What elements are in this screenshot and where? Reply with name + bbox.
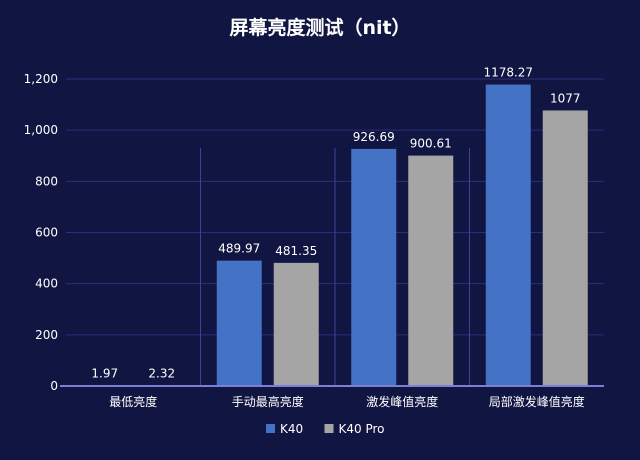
data-label: 2.32 [148, 366, 175, 380]
legend-swatch [266, 424, 275, 433]
data-label: 1178.27 [483, 66, 533, 80]
data-label: 481.35 [275, 244, 317, 258]
bar-k40 [485, 84, 531, 386]
y-axis: 0 200 400 600 800 1,000 1,200 [24, 72, 58, 393]
bar-k40 [351, 148, 397, 386]
x-axis: 最低亮度 手动最高亮度 激发峰值亮度 局部激发峰值亮度 [60, 148, 604, 409]
data-label: 1077 [550, 91, 581, 105]
data-label: 926.69 [353, 130, 395, 144]
y-tick-label: 0 [50, 379, 58, 393]
x-tick-label: 手动最高亮度 [232, 394, 304, 409]
legend: K40 K40 Pro [266, 422, 385, 436]
chart-title: 屏幕亮度测试（nit） [229, 16, 410, 39]
data-labels: 1.97 2.32 489.97 481.35 926.69 900.61 1178.27 1… [91, 66, 580, 381]
legend-label: K40 Pro [339, 422, 385, 436]
x-tick-label: 局部激发峰值亮度 [489, 394, 585, 409]
data-label: 900.61 [410, 137, 452, 151]
x-tick-label: 激发峰值亮度 [366, 394, 438, 409]
bar-k40-pro [273, 262, 319, 386]
x-tick-label: 最低亮度 [109, 394, 157, 409]
y-tick-label: 600 [35, 226, 58, 240]
y-tick-label: 1,200 [24, 72, 58, 86]
bar-k40 [216, 260, 262, 386]
y-tick-label: 400 [35, 277, 58, 291]
bar-k40-pro [408, 155, 454, 386]
legend-swatch [324, 424, 334, 433]
y-tick-label: 1,000 [24, 123, 58, 137]
data-label: 489.97 [218, 242, 260, 256]
bar-k40-pro [542, 110, 588, 386]
data-label: 1.97 [91, 366, 118, 380]
bars [82, 84, 588, 386]
legend-label: K40 [280, 422, 303, 436]
y-tick-label: 800 [35, 174, 58, 188]
y-tick-label: 200 [35, 328, 58, 342]
